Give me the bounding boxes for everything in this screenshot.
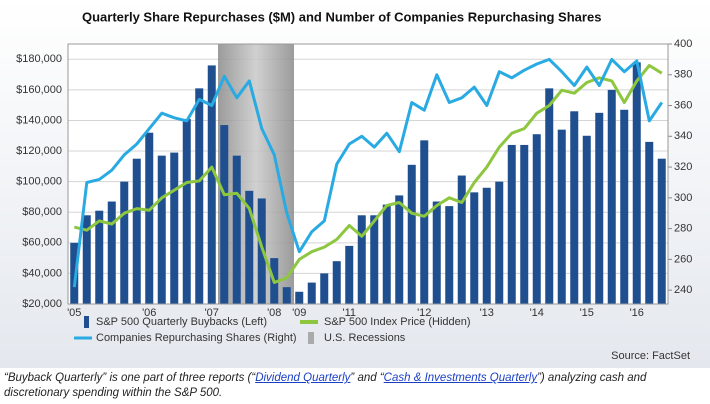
bar <box>470 192 479 304</box>
bar <box>357 215 366 304</box>
bar <box>420 140 429 304</box>
bar <box>95 210 104 304</box>
bar <box>132 158 141 304</box>
bar <box>320 273 329 304</box>
plot-border <box>67 43 669 305</box>
y-tick-label: $40,000 <box>22 267 62 279</box>
y2-tick-label: 300 <box>674 192 692 204</box>
y-tick-label: $180,000 <box>16 53 62 65</box>
bar <box>645 141 654 304</box>
y-tick-label: $20,000 <box>22 298 62 310</box>
y2-tick-label: 320 <box>674 161 692 173</box>
bar <box>557 129 566 304</box>
footnote-text: “Buyback Quarterly” is one part of three… <box>4 372 256 384</box>
bar <box>545 88 554 305</box>
y2-tick-label: 340 <box>674 130 692 142</box>
bar <box>195 88 204 305</box>
y-tick-label: $100,000 <box>16 176 62 188</box>
bar <box>632 62 641 305</box>
bar <box>282 287 291 304</box>
link[interactable]: Cash & Investments Quarterly <box>383 372 538 384</box>
bar <box>445 206 454 304</box>
x-tick-label: '11 <box>342 307 356 319</box>
bar <box>332 261 341 304</box>
legend-swatch <box>308 332 314 344</box>
bar <box>157 155 166 304</box>
legend-label: U.S. Recessions <box>324 332 406 344</box>
bar <box>520 144 529 304</box>
bar <box>407 164 416 304</box>
bar <box>570 111 579 304</box>
y-tick-label: $160,000 <box>16 84 62 96</box>
bar <box>120 181 129 304</box>
bar <box>370 215 379 304</box>
line <box>72 57 664 288</box>
y2-tick-label: 260 <box>674 253 692 265</box>
source: Source: FactSet <box>611 350 690 362</box>
bar <box>607 89 616 304</box>
bar <box>382 204 391 304</box>
x-tick-label: '07 <box>205 307 219 319</box>
bar <box>207 65 216 304</box>
link[interactable]: Dividend Quarterly <box>255 372 351 384</box>
bar <box>107 201 116 304</box>
bar <box>432 201 441 304</box>
bar <box>70 242 79 304</box>
bar <box>495 181 504 304</box>
bar <box>482 187 491 304</box>
line <box>73 64 663 284</box>
x-tick-label: '12 <box>417 307 431 319</box>
bar <box>582 135 591 304</box>
x-tick-label: '06 <box>142 307 156 319</box>
x-tick-label: '13 <box>480 307 494 319</box>
bar <box>457 175 466 304</box>
bar <box>82 215 91 304</box>
y2-tick-label: 240 <box>674 284 692 296</box>
bar <box>395 195 404 304</box>
bar <box>145 132 154 304</box>
bar <box>657 158 666 304</box>
y-tick-label: $120,000 <box>16 145 62 157</box>
x-tick-label: '15 <box>580 307 594 319</box>
legend-swatch <box>84 316 89 328</box>
legend-label: S&P 500 Quarterly Buybacks (Left) <box>96 316 267 328</box>
y2-tick-label: 380 <box>674 69 692 81</box>
bar <box>295 291 304 304</box>
legend-label: Companies Repurchasing Shares (Right) <box>96 332 297 344</box>
bar <box>532 134 541 304</box>
y-tick-label: $80,000 <box>22 206 62 218</box>
y2-tick-label: 280 <box>674 223 692 235</box>
bar <box>245 190 254 304</box>
x-tick-label: '14 <box>530 307 544 319</box>
bar <box>507 144 516 304</box>
footnote-text: ”) analyzing cash and discretionary spen… <box>4 372 647 399</box>
y-tick-label: $140,000 <box>16 114 62 126</box>
footnote-text: ” and “ <box>350 372 384 384</box>
legend-label: S&P 500 Index Price (Hidden) <box>324 316 471 328</box>
bar <box>232 155 241 304</box>
plot-area <box>68 44 668 304</box>
x-tick-label: '16 <box>630 307 644 319</box>
bar <box>620 109 629 304</box>
footnote: “Buyback Quarterly” is one part of three… <box>4 371 704 401</box>
y2-tick-label: 360 <box>674 99 692 111</box>
bar <box>345 245 354 304</box>
bar <box>595 112 604 304</box>
bar <box>182 118 191 304</box>
bar <box>170 152 179 304</box>
x-tick-label: '08 <box>267 307 281 319</box>
y2-tick-label: 400 <box>674 38 692 50</box>
legend: S&P 500 Quarterly Buybacks (Left) S&P 50… <box>74 316 471 344</box>
x-tick-label: '05 <box>67 307 81 319</box>
chart-title: Quarterly Share Repurchases ($M) and Num… <box>82 9 601 24</box>
x-tick-label: '09 <box>292 307 306 319</box>
y-tick-label: $60,000 <box>22 237 62 249</box>
bar <box>220 125 229 304</box>
chart: Quarterly Share Repurchases ($M) and Num… <box>0 0 710 368</box>
bar <box>307 282 316 304</box>
